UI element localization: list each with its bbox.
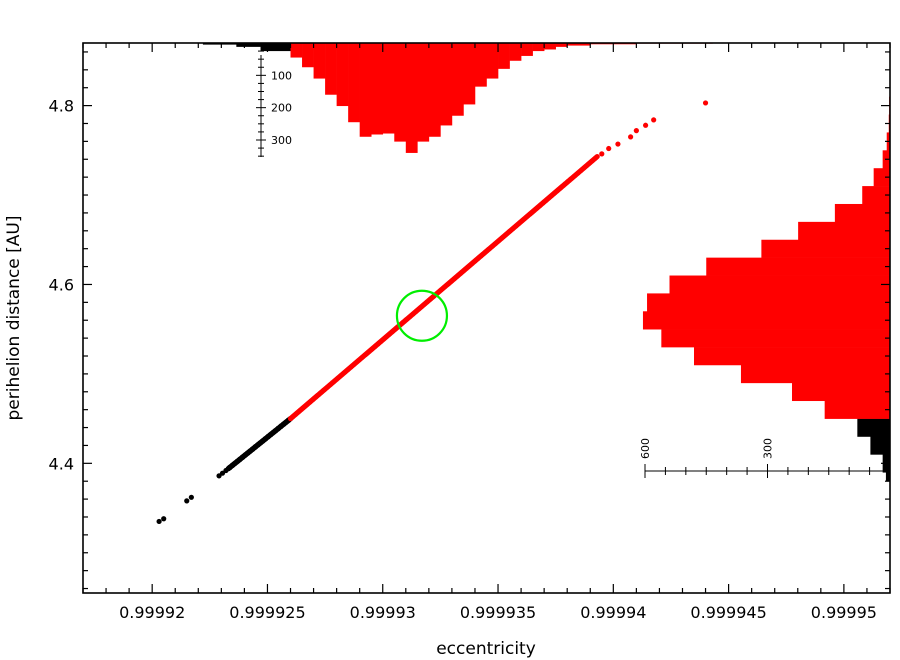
scatter-points: [156, 100, 709, 525]
data-point: [606, 145, 612, 152]
data-point: [156, 518, 162, 525]
y-tick-label: 4.8: [49, 97, 74, 116]
eccentricity-histogram: [192, 43, 713, 153]
x-histogram-bar: [371, 43, 384, 135]
highlight-circle: [395, 289, 449, 342]
x-tick-label: 0.999925: [229, 603, 305, 622]
x-histogram-bar: [555, 43, 568, 47]
x-histogram-bar: [521, 43, 533, 56]
x-axis: 0.99992 0.999925 0.99993 0.999935 0.99994 0.9…: [82, 43, 891, 622]
x-histogram-scale-label: 200: [271, 102, 292, 115]
x-tick-label: 0.99994: [580, 603, 646, 622]
plot-frame: [82, 42, 891, 594]
x-histogram-bar: [567, 43, 591, 46]
x-histogram-bar: [440, 43, 453, 126]
perihelion-histogram: [642, 96, 890, 482]
y-histogram-bar: [798, 221, 890, 241]
y-histogram-bar: [873, 168, 890, 187]
x-histogram-bar: [428, 43, 441, 137]
x-histogram-bar: [498, 43, 510, 69]
x-histogram-scale-label: 100: [271, 69, 292, 82]
x-histogram-bar: [359, 43, 372, 137]
x-tick-label: 0.99995: [811, 603, 877, 622]
data-point: [702, 100, 709, 106]
data-point: [184, 498, 190, 504]
data-point: [223, 467, 229, 474]
histogram-scales: 100 200 300 600 300: [256, 42, 891, 478]
x-histogram-bar: [451, 43, 464, 116]
x-histogram-bar: [202, 43, 237, 45]
x-histogram-bar: [325, 43, 337, 95]
x-histogram-bar: [236, 43, 261, 47]
plot-border: [82, 42, 891, 594]
x-histogram-scale-label: 300: [271, 134, 292, 147]
x-tick-label: 0.99993: [350, 603, 416, 622]
data-point: [161, 516, 167, 522]
y-histogram-bar: [669, 275, 890, 294]
x-histogram-bar: [394, 43, 407, 142]
x-tick-label: 0.999945: [690, 603, 766, 622]
y-histogram-bar: [834, 203, 890, 223]
x-histogram-bar: [382, 43, 395, 134]
data-point: [628, 134, 634, 140]
y-histogram-bar: [661, 329, 890, 348]
y-histogram-bar: [885, 472, 890, 482]
x-histogram-bar: [532, 43, 545, 52]
x-histogram-bar: [474, 43, 487, 87]
y-tick-label: 4.6: [49, 275, 74, 294]
x-histogram-bar: [313, 43, 326, 79]
y-histogram-bar: [740, 364, 890, 384]
y-histogram-scale-label: 300: [762, 438, 775, 459]
x-histogram-bar: [544, 43, 556, 50]
x-histogram-bar: [290, 43, 303, 58]
y-histogram-bar: [694, 347, 890, 366]
y-histogram-scale-label: 600: [639, 438, 652, 459]
y-histogram-bar: [761, 239, 890, 258]
x-histogram-bar: [463, 43, 476, 105]
y-axis: 4.4 4.6 4.8: [49, 51, 890, 590]
x-axis-title: eccentricity: [436, 639, 536, 659]
y-histogram-bar: [642, 311, 890, 330]
x-histogram-bar: [509, 43, 522, 61]
y-histogram-bar: [824, 400, 890, 419]
data-point: [642, 122, 649, 128]
y-histogram-bar: [862, 186, 890, 205]
data-point: [651, 117, 657, 123]
x-histogram-bar: [486, 43, 499, 79]
data-point: [599, 151, 605, 157]
x-histogram-bar: [405, 43, 418, 153]
data-point: [615, 141, 621, 147]
y-histogram-bar: [870, 436, 890, 455]
x-histogram-bar: [260, 43, 291, 52]
x-tick-label: 0.999935: [460, 603, 536, 622]
y-histogram-bar: [792, 382, 890, 402]
x-histogram-bar: [348, 43, 360, 123]
x-histogram-bar: [302, 43, 314, 68]
x-tick-label: 0.99992: [119, 603, 185, 622]
data-point: [633, 128, 639, 134]
y-tick-label: 4.4: [49, 454, 74, 473]
data-point: [594, 153, 600, 160]
y-histogram-bar: [857, 418, 890, 437]
data-point: [188, 494, 194, 500]
y-histogram-bar: [647, 293, 890, 312]
x-histogram-bar: [336, 43, 349, 107]
y-histogram-bar: [706, 257, 890, 276]
x-histogram-bar: [417, 43, 430, 142]
y-axis-title: perihelion distance [AU]: [4, 216, 24, 421]
